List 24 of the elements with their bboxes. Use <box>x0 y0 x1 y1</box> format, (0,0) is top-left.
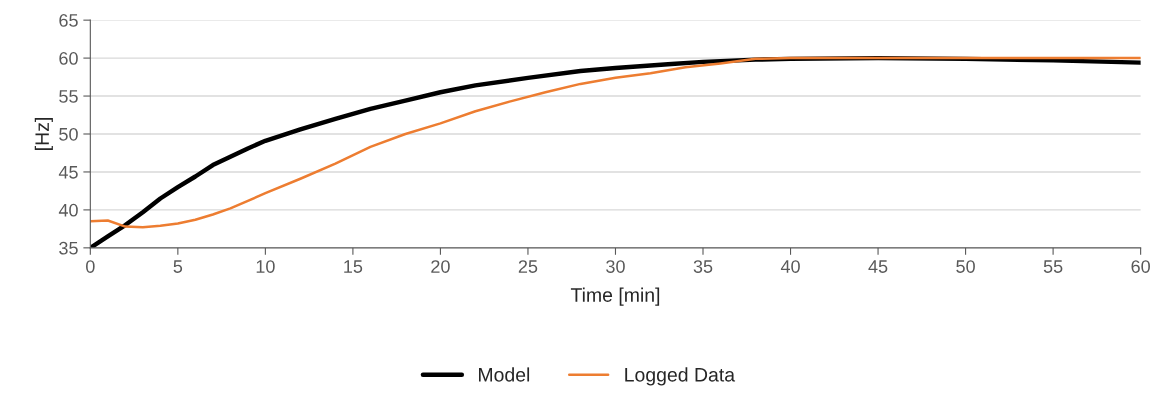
y-axis-title: [Hz] <box>34 118 53 150</box>
y-tick-label: 65 <box>59 14 78 27</box>
legend-label: Model <box>479 367 530 382</box>
x-tick-label: 45 <box>868 260 888 273</box>
y-tick-label: 60 <box>59 52 78 65</box>
x-tick-label: 50 <box>956 260 975 273</box>
x-tick-label: 10 <box>256 260 275 273</box>
x-tick-label: 25 <box>518 260 538 273</box>
x-axis-title: Time [min] <box>570 287 660 306</box>
legend-label: Logged Data <box>625 367 736 386</box>
x-tick-label: 5 <box>173 260 183 273</box>
x-tick-label: 40 <box>780 260 800 273</box>
x-tick-label: 0 <box>86 260 95 273</box>
y-tick-label: 35 <box>59 241 78 255</box>
x-tick-label: 55 <box>1043 260 1063 273</box>
y-tick-label: 45 <box>58 166 78 179</box>
x-tick-label: 15 <box>344 260 363 273</box>
y-tick-label: 40 <box>58 203 78 217</box>
x-tick-label: 35 <box>693 260 713 273</box>
x-tick-label: 20 <box>431 260 450 273</box>
y-tick-label: 50 <box>59 127 78 141</box>
x-tick-label: 60 <box>1131 260 1150 273</box>
y-tick-label: 55 <box>59 90 78 103</box>
x-tick-label: 30 <box>606 260 625 273</box>
